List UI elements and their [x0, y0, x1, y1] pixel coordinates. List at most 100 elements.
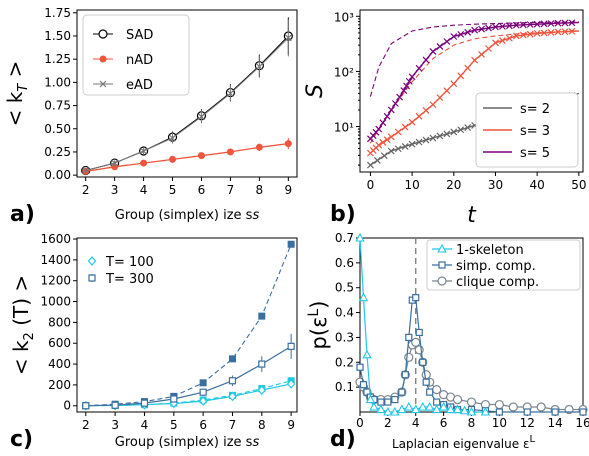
data-point: [561, 19, 569, 27]
legend-label: s= 3: [520, 124, 550, 139]
data-point: [387, 133, 395, 141]
data-point: [429, 48, 437, 55]
data-point: [375, 141, 383, 149]
data-point: [394, 145, 402, 153]
y-axis-label-sup: L: [306, 309, 322, 317]
y-tick-label: 1.00: [44, 75, 71, 89]
data-point: [383, 406, 393, 416]
data-point: [419, 358, 427, 366]
legend-box: [426, 239, 581, 291]
data-point: [443, 130, 451, 138]
x-tick-label: 16: [575, 416, 589, 430]
data-point: [198, 113, 205, 121]
legend-marker: [98, 29, 108, 39]
data-point: [505, 22, 513, 30]
data-point: [358, 292, 369, 302]
y-axis-label-sub: 2: [22, 332, 37, 340]
x-tick-label: 5: [169, 183, 177, 197]
y-tick-label: 0.5: [335, 281, 354, 295]
data-point: [408, 118, 416, 126]
x-tick-label: 6: [198, 183, 206, 197]
data-point: [82, 167, 90, 174]
data-point: [443, 38, 451, 45]
data-point: [392, 100, 399, 107]
data-point: [505, 34, 513, 42]
y-axis-label: p(εL): [306, 301, 331, 350]
data-point-dashed: [228, 355, 236, 363]
panel-label: c): [10, 427, 33, 452]
series-line-eAD: [85, 37, 289, 171]
data-point: [140, 147, 148, 155]
data-point: [547, 28, 555, 36]
data-point: [492, 39, 499, 47]
data-point: [443, 87, 451, 95]
legend-marker: [87, 256, 97, 266]
legend-label: eAD: [126, 78, 153, 93]
data-point: [404, 401, 414, 411]
x-tick-label: 40: [530, 178, 545, 192]
x-tick-label: 2: [384, 416, 392, 430]
legend-label: s= 2: [520, 102, 550, 117]
y-axis-label-sub: T: [16, 83, 31, 92]
series-line-nAD: [85, 142, 289, 173]
series-dashed-T= 300: [85, 244, 292, 407]
x-tick-label: 20: [446, 178, 461, 192]
data-point: [422, 136, 430, 144]
data-point: [457, 72, 465, 80]
y-tick-label: 0.50: [44, 122, 71, 136]
data-point: [359, 381, 368, 389]
y-tick-label: 0.2: [335, 355, 354, 369]
data-point: [480, 406, 491, 416]
y-tick-label: 800: [48, 315, 71, 329]
data-point: [568, 27, 576, 35]
y-tick-label: 1600: [40, 232, 71, 246]
y-axis-label: S: [303, 84, 328, 98]
x-tick-label: 9: [284, 183, 292, 197]
data-point: [140, 399, 149, 407]
legend-box: [82, 14, 190, 96]
data-point: [387, 106, 395, 114]
data-point: [478, 25, 485, 33]
data-point: [429, 134, 437, 142]
x-tick-label: 8: [256, 183, 264, 197]
data-point: [498, 37, 506, 44]
x-tick-label: 10: [492, 416, 507, 430]
legend-label: clique comp.: [456, 275, 539, 290]
data-point: [494, 399, 504, 410]
data-point: [464, 28, 472, 36]
y-axis-label: < kT >: [3, 61, 31, 127]
panel-a: 2 3 4 5 6 7 8 9 0.00 0.25 0.50 0.75 1.00 1.25 1.50 1.75…: [3, 6, 298, 227]
data-point: [404, 352, 414, 362]
data-point: [523, 408, 531, 416]
y-tick-label: 10¹: [334, 121, 354, 135]
legend-box: [475, 92, 579, 168]
data-point: [526, 30, 534, 38]
data-point: [568, 19, 576, 27]
x-tick-label: 8: [258, 418, 266, 432]
x-tick-label: 2: [82, 418, 90, 432]
data-point: [198, 396, 208, 406]
data-point: [411, 337, 421, 347]
legend-marker: [99, 55, 107, 63]
data-point: [457, 126, 465, 134]
data-point: [140, 159, 148, 167]
x-tick-label: 6: [199, 418, 207, 432]
x-axis-label-symbol: s: [252, 208, 259, 223]
plot-frame: [76, 237, 298, 413]
data-point: [257, 385, 267, 396]
legend-label: nAD: [126, 53, 153, 68]
data-point: [379, 119, 387, 127]
plot-frame: [76, 9, 298, 178]
y-tick-label: 0: [63, 399, 71, 413]
data-point: [197, 152, 205, 160]
x-tick-label: 5: [170, 418, 178, 432]
data-point: [355, 232, 365, 242]
data-point: [111, 401, 119, 409]
panel-c: 2 3 4 5 6 7 8 9 0 200 400 600 800 1000 1200 1400 1600 T= …: [9, 232, 298, 452]
y-tick-label: 10²: [334, 65, 354, 79]
data-point: [436, 43, 444, 50]
y-tick-label: 0.7: [335, 231, 354, 245]
data-point: [429, 101, 437, 109]
data-point: [466, 397, 477, 407]
data-point: [401, 123, 409, 131]
